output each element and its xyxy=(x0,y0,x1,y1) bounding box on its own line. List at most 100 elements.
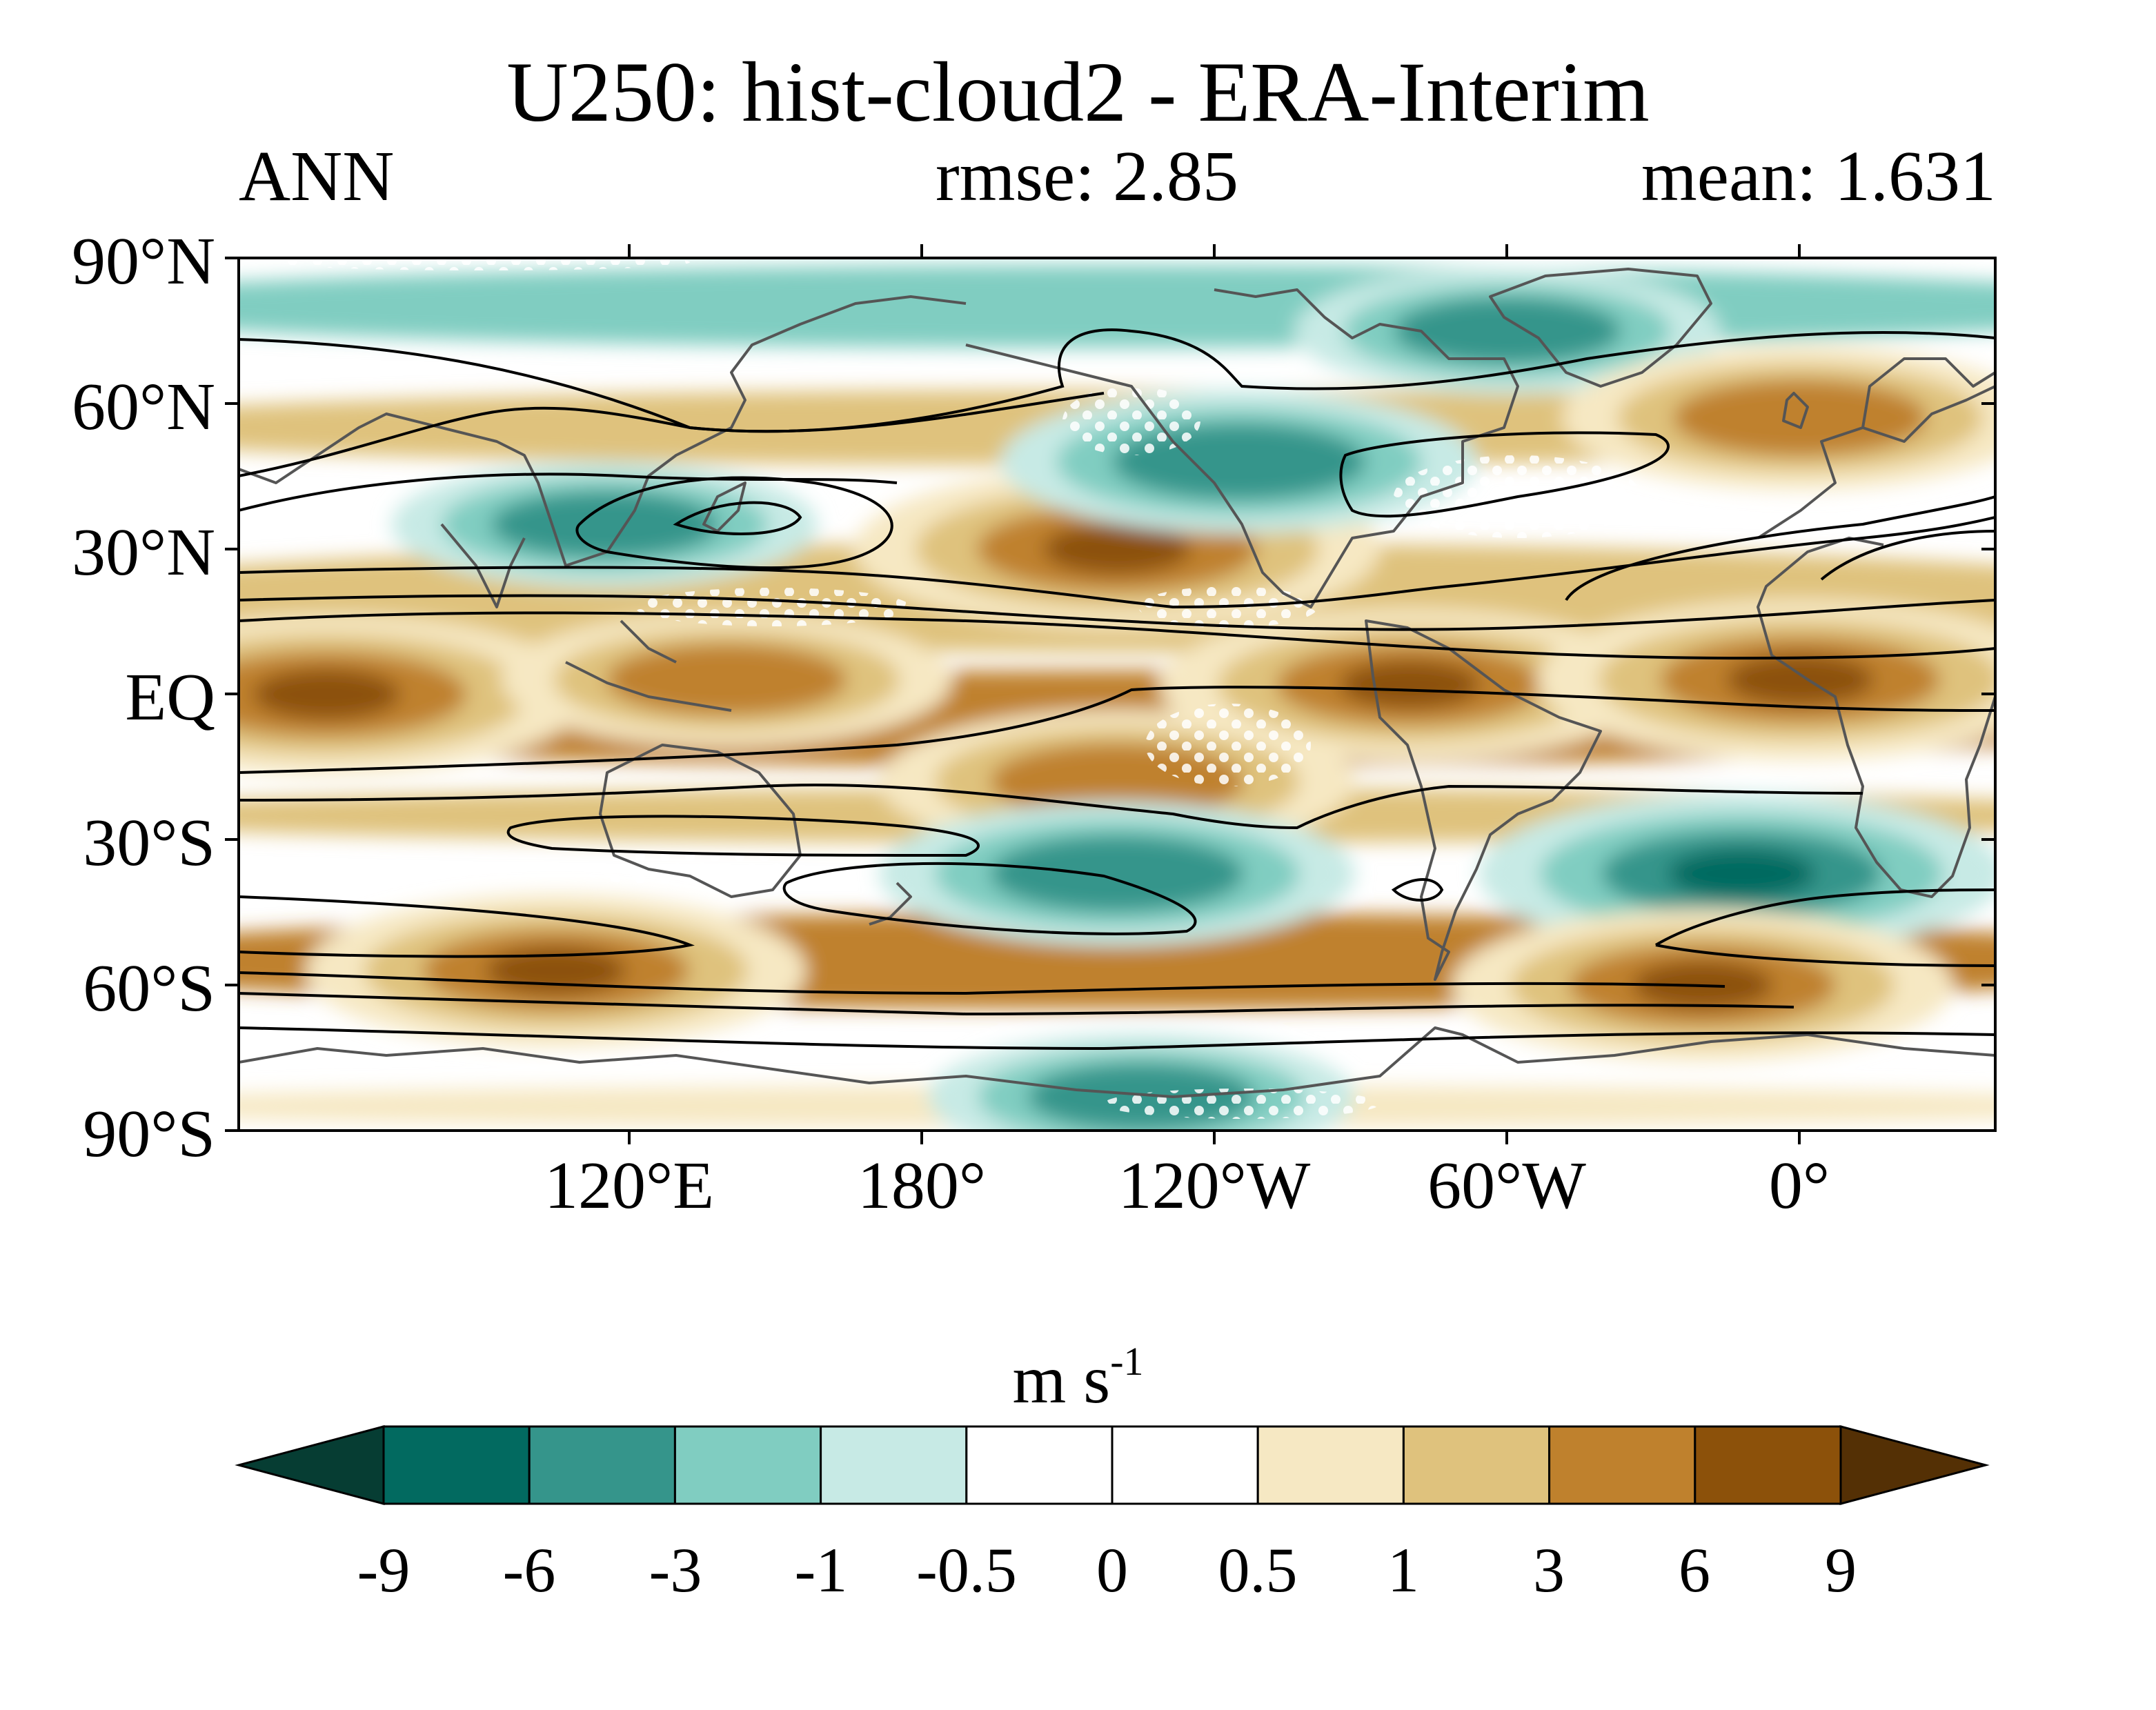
clim-contour xyxy=(239,686,1995,774)
clim-contour xyxy=(239,328,1995,433)
stipple-region xyxy=(1145,704,1311,786)
clim-contour xyxy=(239,392,1105,477)
colorbar-box xyxy=(528,1425,676,1505)
clim-contour xyxy=(239,895,695,958)
anomaly-region xyxy=(1673,379,1928,457)
colorbar-box xyxy=(1548,1425,1697,1505)
x-tick-label: 180° xyxy=(857,1149,987,1223)
colorbar-box xyxy=(382,1425,531,1505)
clim-contour xyxy=(239,992,1794,1016)
mean-label: mean: 1.631 xyxy=(1641,137,1996,216)
colorbar-label: 6 xyxy=(1679,1535,1710,1605)
season-label: ANN xyxy=(239,137,395,216)
anomaly-region xyxy=(1339,660,1480,708)
stipple-region xyxy=(276,258,690,270)
coast-new-zealand xyxy=(869,882,912,926)
clim-contour xyxy=(1391,878,1444,902)
clim-contour xyxy=(239,611,1995,660)
anomaly-region xyxy=(606,644,847,716)
clim-contour xyxy=(506,815,980,857)
coast-japan xyxy=(702,481,746,533)
tick-marks xyxy=(225,244,1995,1144)
y-tick-label: 90°S xyxy=(83,1097,215,1171)
colorbar-label: 0 xyxy=(1096,1535,1128,1605)
x-tick-label: 0° xyxy=(1768,1149,1830,1223)
colorbar-label: -0.5 xyxy=(916,1535,1017,1605)
anomaly-band xyxy=(239,265,1995,348)
colorbar-label: -3 xyxy=(649,1535,702,1605)
clim-contour xyxy=(239,784,1863,830)
climatology-contours xyxy=(239,328,1995,1051)
colorbar-label: 3 xyxy=(1533,1535,1565,1605)
x-tick-label: 120°W xyxy=(1118,1149,1311,1223)
coast-antarctica xyxy=(239,1026,1995,1098)
y-tick-label: 60°N xyxy=(72,370,215,444)
y-tick-label: 90°N xyxy=(72,224,215,299)
clim-contour xyxy=(239,516,1995,609)
map-panel xyxy=(225,244,1997,1144)
coastlines xyxy=(239,268,1995,1098)
colorbar-box xyxy=(1694,1425,1842,1505)
colorbar-arrow-high xyxy=(1839,1425,1990,1505)
map-frame xyxy=(237,257,1997,1132)
colorbar-boxes xyxy=(382,1425,1842,1505)
colorbar xyxy=(235,1425,1990,1505)
anomaly-region xyxy=(1393,297,1621,364)
clim-contour xyxy=(1655,944,1995,967)
clim-contour xyxy=(1339,431,1670,518)
colorbar-box xyxy=(820,1425,968,1505)
colorbar-label: 9 xyxy=(1825,1535,1857,1605)
colorbar-arrow-low xyxy=(235,1425,385,1505)
y-tick-label: EQ xyxy=(125,660,215,735)
colorbar-box xyxy=(1402,1425,1551,1505)
colorbar-label: -6 xyxy=(502,1535,556,1605)
stipple-region xyxy=(580,852,800,886)
anomaly-region xyxy=(1726,654,1874,705)
anomaly-region xyxy=(1668,848,1815,899)
coast-greenland xyxy=(1489,268,1712,388)
anomaly-region xyxy=(253,669,400,719)
coast-north-america xyxy=(965,288,1519,608)
clim-contour xyxy=(575,476,893,570)
anomaly-region xyxy=(1043,524,1191,575)
colorbar-label: -9 xyxy=(357,1535,411,1605)
stipple-region xyxy=(635,588,911,626)
clim-contour xyxy=(239,594,1995,631)
anomaly-region xyxy=(491,491,719,558)
coast-south-america xyxy=(1365,619,1602,981)
plot-title: U250: hist-cloud2 - ERA-Interim xyxy=(506,45,1650,139)
clim-contour xyxy=(673,501,802,535)
clim-contour xyxy=(1565,495,1995,602)
units-exponent: -1 xyxy=(1110,1339,1144,1384)
clim-contour xyxy=(239,473,898,512)
coast-maritime xyxy=(565,619,732,712)
coast-britain xyxy=(1782,392,1809,429)
coast-india xyxy=(440,523,526,608)
x-tick-label: 60°W xyxy=(1427,1149,1586,1223)
coast-asia xyxy=(239,295,967,567)
clim-contour xyxy=(239,971,1725,995)
anomaly-shapes xyxy=(239,265,1995,1131)
anomaly-fill xyxy=(239,258,1995,1131)
clim-contour xyxy=(1820,530,1995,581)
coast-africa xyxy=(1757,537,1995,898)
y-tick-label: 30°N xyxy=(72,515,215,590)
colorbar-box xyxy=(1111,1425,1259,1505)
anomaly-region xyxy=(990,835,1244,912)
colorbar-box xyxy=(965,1425,1114,1505)
coast-australia xyxy=(599,744,802,898)
y-tick-label: 60°S xyxy=(83,951,215,1026)
colorbar-label: -1 xyxy=(794,1535,848,1605)
stipple-region xyxy=(1062,386,1200,455)
clim-contour xyxy=(239,1026,1995,1051)
clim-contour xyxy=(782,862,1197,935)
x-tick-label: 120°E xyxy=(544,1149,715,1223)
colorbar-box xyxy=(673,1425,822,1505)
colorbar-box xyxy=(1256,1425,1405,1505)
colorbar-label: 1 xyxy=(1387,1535,1419,1605)
units-base: m s xyxy=(1012,1341,1111,1418)
colorbar-units: m s-1 xyxy=(0,1342,2156,1414)
coast-scandinavia xyxy=(1861,357,1995,428)
y-tick-label: 30°S xyxy=(83,806,215,880)
